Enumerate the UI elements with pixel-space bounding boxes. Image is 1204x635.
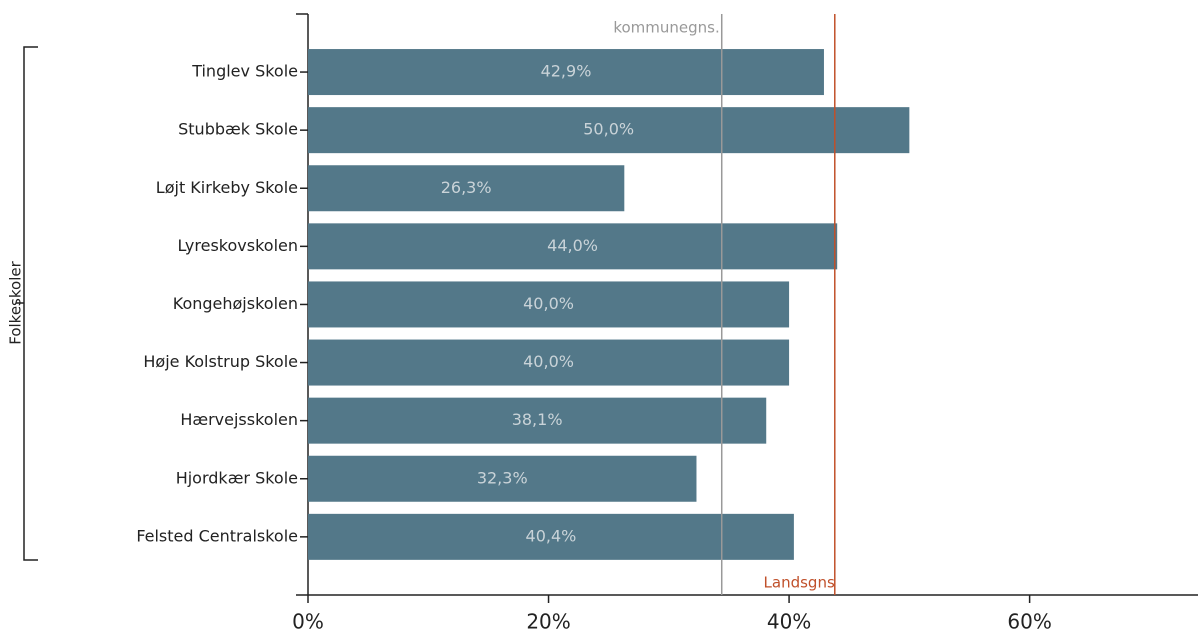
y-tick-label: Hærvejsskolen	[180, 410, 298, 429]
bar	[308, 281, 790, 328]
value-label: 40,4%	[526, 526, 577, 545]
value-label: 40,0%	[523, 294, 574, 313]
group-label: Folkeskoler	[7, 260, 25, 344]
bar	[308, 165, 625, 212]
bar	[308, 397, 767, 444]
bar	[308, 513, 794, 560]
value-label: 40,0%	[523, 352, 574, 371]
x-tick-label: 60%	[1007, 610, 1051, 634]
value-label: 44,0%	[547, 236, 598, 255]
x-tick-label: 0%	[292, 610, 324, 634]
y-tick-label: Lyreskovskolen	[177, 236, 298, 255]
y-tick-label: Løjt Kirkeby Skole	[156, 178, 298, 197]
y-tick-label: Høje Kolstrup Skole	[143, 352, 298, 371]
value-label: 50,0%	[583, 120, 634, 139]
bar	[308, 223, 838, 270]
value-label: 26,3%	[441, 178, 492, 197]
bar	[308, 107, 910, 154]
x-tick-label: 20%	[526, 610, 570, 634]
y-tick-label: Hjordkær Skole	[176, 468, 298, 487]
value-label: 42,9%	[541, 62, 592, 81]
value-label: 38,1%	[512, 410, 563, 429]
bar	[308, 339, 790, 386]
value-label: 32,3%	[477, 468, 528, 487]
y-tick-label: Stubbæk Skole	[178, 120, 298, 139]
y-tick-label: Kongehøjskolen	[173, 294, 298, 313]
x-tick-label: 40%	[767, 610, 811, 634]
group-bracket	[23, 46, 38, 561]
reference-label: kommunegns.	[613, 19, 719, 37]
bar	[308, 455, 697, 502]
y-tick-label: Tinglev Skole	[191, 62, 298, 81]
bar	[308, 49, 824, 96]
reference-label: Landsgns	[764, 574, 835, 592]
y-tick-label: Felsted Centralskole	[136, 526, 298, 545]
